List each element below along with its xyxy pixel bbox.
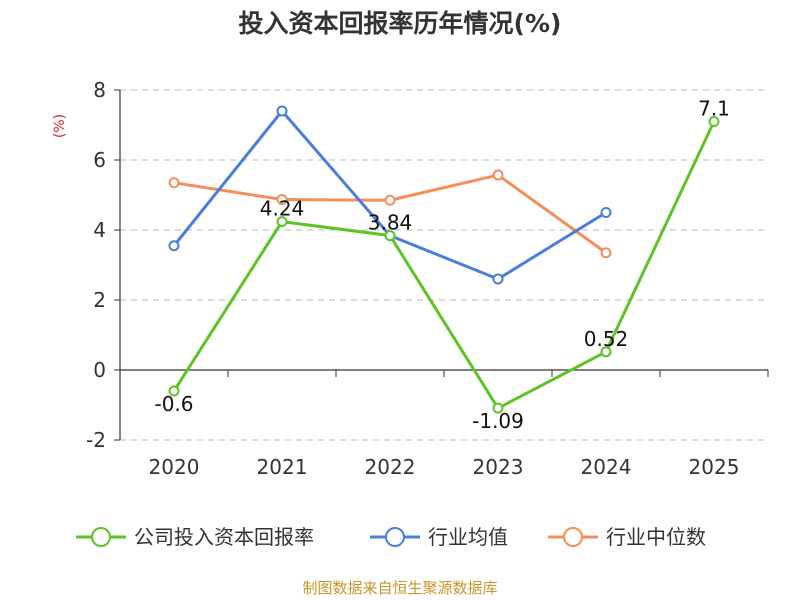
data-label: 0.52 — [584, 327, 629, 351]
y-tick-label: 2 — [93, 288, 106, 312]
x-tick-label: 2020 — [149, 455, 200, 479]
grid — [120, 89, 768, 441]
series-point-0 — [600, 346, 612, 358]
series-point-2 — [276, 194, 288, 206]
y-tick-label: 6 — [93, 148, 106, 172]
series-point-0 — [492, 402, 504, 414]
series-point-1 — [168, 240, 180, 252]
data-label: 4.24 — [260, 197, 305, 221]
series-point-0 — [708, 116, 720, 127]
series-point-1 — [276, 105, 288, 117]
legend: 公司投入资本回报率 行业均值 行业中位数 — [76, 525, 706, 549]
y-tick-label: 4 — [93, 218, 106, 242]
data-label: 3.84 — [368, 211, 413, 235]
y-tick-label: 8 — [93, 78, 106, 102]
axes: -2 0 2 4 6 8 2020 2021 2022 2023 2024 2025 — [86, 78, 769, 479]
legend-label-1: 行业均值 — [428, 525, 508, 549]
series-point-2 — [168, 177, 180, 189]
x-tick-label: 2021 — [257, 455, 308, 479]
series-point-2 — [492, 169, 504, 181]
series-point-0 — [384, 230, 396, 242]
series-point-2 — [600, 247, 612, 259]
x-tick-label: 2022 — [365, 455, 416, 479]
series-layer — [168, 105, 720, 414]
x-tick-label: 2024 — [581, 455, 632, 479]
series-point-2 — [384, 194, 396, 206]
series-point-0 — [168, 385, 180, 397]
series-point-1 — [492, 273, 504, 285]
data-label: 7.1 — [698, 97, 730, 121]
source-note: 制图数据来自恒生聚源数据库 — [302, 579, 497, 597]
y-unit-label: (%) — [52, 114, 68, 138]
data-label: -0.6 — [154, 392, 193, 416]
x-tick-label: 2025 — [689, 455, 740, 479]
y-tick-label: -2 — [86, 428, 106, 452]
data-labels: -0.6 4.24 3.84 -1.09 0.52 7.1 — [154, 97, 729, 434]
data-label: -1.09 — [472, 409, 524, 433]
legend-marker-2 — [563, 527, 583, 547]
legend-label-0: 公司投入资本回报率 — [134, 525, 314, 549]
legend-label-2: 行业中位数 — [606, 525, 706, 549]
series-line-0 — [172, 120, 716, 410]
y-tick-label: 0 — [93, 358, 106, 382]
series-point-0 — [276, 216, 288, 228]
series-point-1 — [600, 207, 612, 218]
chart-title: 投入资本回报率历年情况(%) — [239, 9, 562, 38]
x-tick-label: 2023 — [473, 455, 524, 479]
legend-marker-0 — [91, 527, 111, 547]
legend-marker-1 — [385, 527, 405, 547]
